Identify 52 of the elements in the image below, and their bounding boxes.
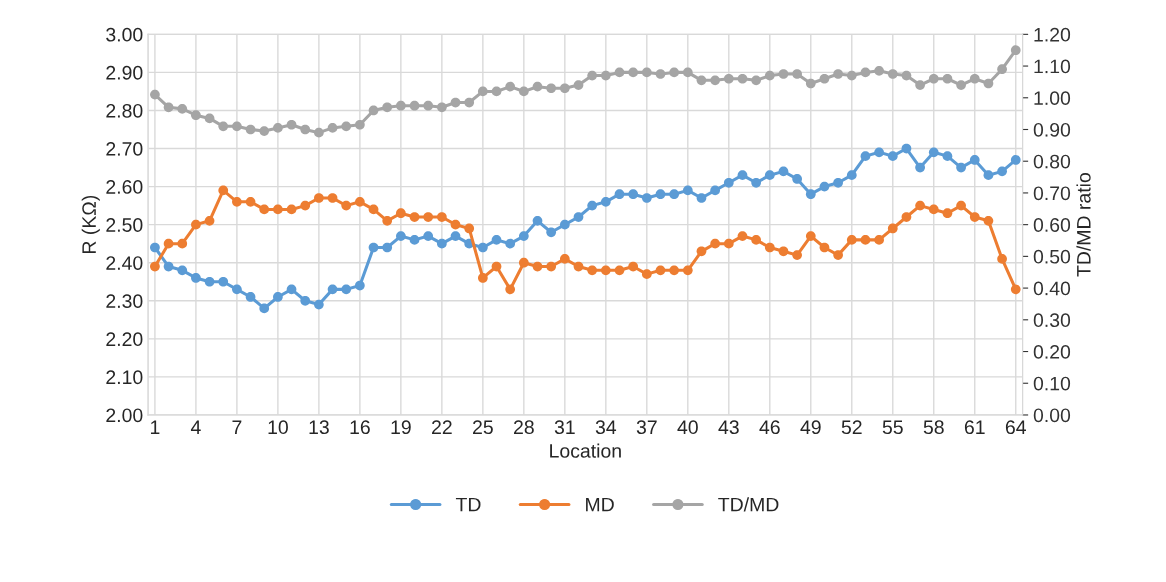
x-tick-label: 43 xyxy=(718,420,739,435)
x-tick-label: 31 xyxy=(554,420,575,435)
y-tick-label: 2.20 xyxy=(106,332,143,347)
x-tick-label: 34 xyxy=(595,420,617,435)
y-tick-label: 2.80 xyxy=(106,103,143,118)
y-axis-title: R (KΩ) xyxy=(81,195,100,254)
y-tick-label: 2.40 xyxy=(106,256,143,270)
y2-axis-title: TD/MD ratio xyxy=(1076,173,1091,277)
y2-tick-label: 0.40 xyxy=(1033,281,1071,296)
y-tick-label: 2.70 xyxy=(106,141,143,156)
y2-tick-label: 0.50 xyxy=(1033,249,1071,264)
y-tick-label: 2.00 xyxy=(106,408,143,423)
x-tick-label: 58 xyxy=(923,420,944,435)
y2-tick-label: 0.60 xyxy=(1033,218,1071,232)
x-tick-label: 61 xyxy=(964,420,985,435)
y2-tick-label: 1.00 xyxy=(1034,91,1071,106)
legend-label: TD xyxy=(455,497,481,512)
y2-tick-label: 0.90 xyxy=(1033,122,1071,137)
x-tick-label: 64 xyxy=(1005,420,1026,435)
x-tick-label: 10 xyxy=(268,420,288,435)
x-tick-label: 52 xyxy=(841,420,862,435)
x-tick-label: 28 xyxy=(514,420,534,435)
x-tick-label: 40 xyxy=(677,420,698,435)
y2-tick-label: 0.70 xyxy=(1033,186,1071,201)
x-tick-label: 19 xyxy=(391,420,411,435)
legend-label: TD/MD xyxy=(718,497,779,512)
x-tick-label: 22 xyxy=(432,420,452,434)
y2-tick-label: 0.20 xyxy=(1033,345,1071,359)
legend-label: MD xyxy=(586,497,614,512)
x-tick-label: 4 xyxy=(190,420,201,434)
x-tick-label: 7 xyxy=(232,420,242,434)
x-tick-label: 1 xyxy=(150,420,160,434)
x-axis-title: Location xyxy=(550,443,621,458)
y-tick-label: 2.90 xyxy=(106,65,143,80)
y2-tick-label: 0.00 xyxy=(1033,408,1071,423)
x-tick-label: 25 xyxy=(473,420,493,435)
y2-tick-label: 0.30 xyxy=(1033,313,1071,328)
y-tick-label: 3.00 xyxy=(106,27,143,42)
y-tick-label: 2.10 xyxy=(106,370,143,385)
x-tick-label: 37 xyxy=(636,420,657,435)
x-tick-label: 46 xyxy=(759,420,780,435)
x-tick-label: 49 xyxy=(800,420,821,435)
y2-tick-label: 0.80 xyxy=(1033,154,1071,169)
y-tick-label: 2.60 xyxy=(106,180,143,194)
y2-tick-label: 0.10 xyxy=(1033,376,1071,391)
x-tick-label: 16 xyxy=(350,420,370,435)
x-tick-label: 13 xyxy=(309,420,329,435)
x-tick-label: 55 xyxy=(882,420,903,435)
y2-tick-label: 1.20 xyxy=(1034,27,1071,42)
y2-tick-label: 1.10 xyxy=(1034,59,1071,74)
y-tick-label: 2.30 xyxy=(106,294,143,309)
y-tick-label: 2.50 xyxy=(106,218,143,232)
